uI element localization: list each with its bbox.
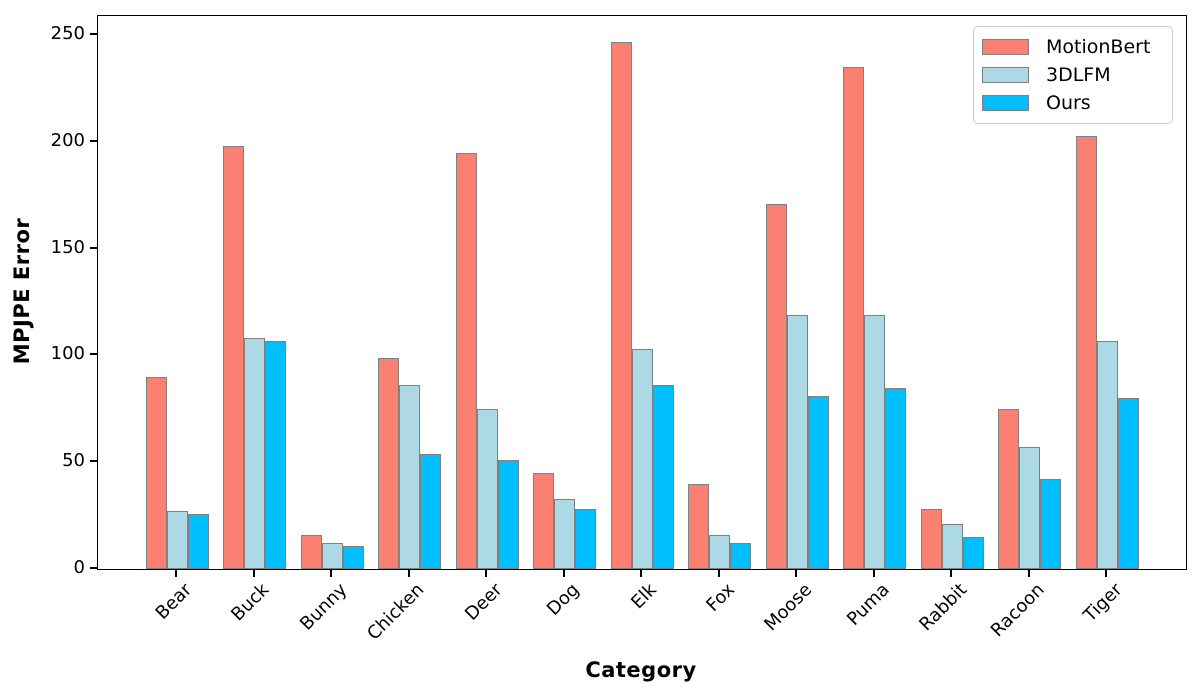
bar-3dlfm-dog [554,498,575,569]
bar-3dlfm-rabbit [941,524,963,569]
y-tick-mark [90,353,97,356]
bar-ours-bunny [342,545,364,569]
x-tick-mark [795,570,797,577]
bar-motionbert-fox [688,483,709,569]
bar-ours-racoon [1040,479,1061,569]
bar-motionbert-buck [223,146,244,569]
x-axis-label: Category [585,658,697,682]
y-tick-mark [90,33,97,36]
y-tick-label: 50 [62,450,85,472]
legend-item-3dlfm: 3DLFM [982,64,1164,86]
bar-motionbert-deer [455,152,477,569]
bar-ours-buck [265,340,286,569]
y-tick-mark [90,567,97,569]
x-tick-label-tiger: Tiger [1079,579,1127,627]
bar-motionbert-bear [145,376,167,569]
bar-3dlfm-deer [476,408,498,569]
x-tick-mark [640,570,642,577]
bar-3dlfm-tiger [1096,340,1118,569]
x-tick-mark [175,570,177,577]
bar-motionbert-rabbit [920,509,942,569]
x-tick-label-deer: Deer [460,579,507,625]
bar-motionbert-dog [533,472,554,569]
y-tick-mark [90,246,97,249]
x-tick-label-rabbit: Rabbit [915,579,972,636]
x-tick-mark [1105,570,1107,577]
legend-item-motionbert: MotionBert [982,36,1164,58]
x-tick-label-dog: Dog [543,579,584,620]
x-tick-label-racoon: Racoon [986,579,1049,642]
bar-3dlfm-elk [631,349,653,569]
legend-swatch-3dlfm [982,67,1029,83]
x-tick-mark [950,570,952,577]
bar-3dlfm-chicken [399,385,420,569]
y-tick-label: 150 [50,236,85,258]
x-tick-mark [872,570,875,577]
bar-motionbert-bunny [300,534,322,569]
x-tick-label-chicken: Chicken [363,579,429,645]
bar-3dlfm-bunny [321,543,343,569]
bar-ours-moose [807,396,829,569]
bar-ours-deer [497,460,519,569]
bar-3dlfm-fox [709,534,730,569]
x-tick-mark [1027,570,1030,577]
x-tick-label-bear: Bear [151,579,197,624]
y-tick-label: 100 [50,343,85,365]
bar-ours-puma [885,387,906,569]
x-tick-mark [330,570,332,577]
legend-label: MotionBert [1046,36,1151,58]
x-tick-label-elk: Elk [627,579,662,614]
bar-ours-elk [652,385,674,569]
x-tick-mark [407,570,410,577]
y-tick-label: 0 [73,557,85,578]
legend-swatch-motionbert [982,39,1029,55]
y-tick-mark [90,139,97,142]
x-tick-mark [485,570,487,577]
bar-3dlfm-racoon [1019,447,1040,569]
y-axis-label: MPJPE Error [10,217,34,365]
bar-ours-chicken [420,453,441,569]
legend-item-ours: Ours [982,92,1164,114]
legend-label: Ours [1046,92,1091,114]
legend-label: 3DLFM [1046,64,1111,86]
bar-ours-fox [730,543,751,569]
bar-motionbert-chicken [378,357,399,569]
bar-motionbert-racoon [998,408,1019,569]
bar-ours-tiger [1117,398,1139,569]
legend: MotionBert 3DLFM Ours [973,26,1173,124]
bar-ours-bear [187,513,209,569]
y-tick-mark [90,460,97,463]
legend-swatch-ours [982,95,1029,111]
x-tick-mark [562,570,565,577]
bar-3dlfm-puma [864,314,885,569]
y-tick-label: 250 [50,23,85,45]
x-tick-mark [252,570,255,577]
x-tick-label-buck: Buck [227,579,274,626]
bar-motionbert-moose [765,203,787,569]
x-tick-mark [717,570,720,577]
x-tick-label-moose: Moose [760,579,817,636]
x-tick-label-fox: Fox [701,579,739,616]
x-tick-label-bunny: Bunny [295,579,352,635]
x-tick-label-puma: Puma [843,579,894,630]
bar-3dlfm-bear [166,511,188,569]
bar-motionbert-elk [610,41,632,569]
bar-3dlfm-moose [786,314,808,569]
bar-motionbert-tiger [1075,135,1097,569]
bar-3dlfm-buck [244,338,265,569]
bar-ours-rabbit [962,536,984,569]
bar-motionbert-puma [843,67,864,569]
y-tick-label: 200 [50,129,85,151]
bar-ours-dog [575,509,596,569]
